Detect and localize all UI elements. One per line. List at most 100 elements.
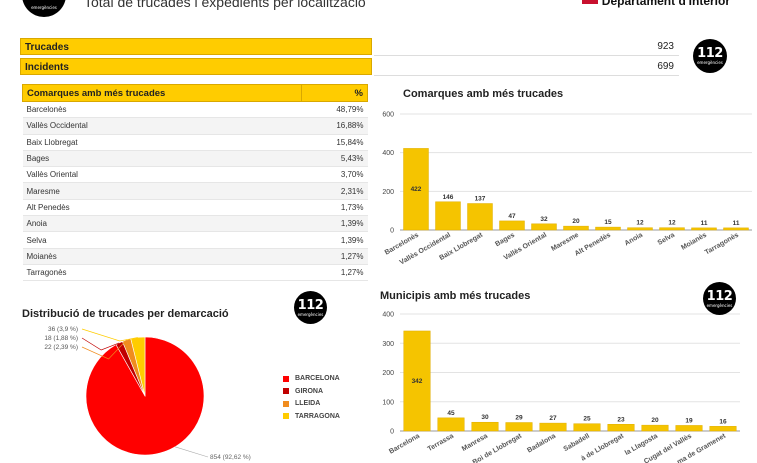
legend-swatch [283,400,289,407]
data-label: 16 [719,418,727,425]
table-row: Vallès Occidental 16,88% [22,117,368,135]
y-tick-label: 600 [382,112,394,119]
data-label: 47 [508,213,516,220]
x-tick-label: Alt Penedès [574,232,612,258]
bar [641,424,669,432]
comarques-table: Comarques amb més trucades % Barcelonès 4… [22,84,369,282]
page-title: Total de trucades i expedients per local… [84,0,366,10]
bar [467,203,493,231]
bar [539,422,567,432]
table-cell-percent: 1,39% [301,231,368,249]
y-tick-label: 300 [382,341,394,348]
table-row: Anoia 1,39% [22,215,368,233]
table-row: Alt Penedès 1,73% [22,199,368,217]
x-tick-label: Manresa [461,433,489,453]
table-cell-percent: 2,31% [301,182,368,200]
table-cell-comarca: Barcelonès [22,101,302,119]
summary-value-incidents: 699 [374,58,679,76]
y-tick-label: 200 [382,370,394,377]
table-cell-comarca: Tarragonès [22,264,302,282]
y-tick-label: 200 [382,189,394,196]
bar [403,148,429,231]
data-label: 19 [685,417,693,424]
legend-label: TARRAGONA [295,412,340,420]
table-header-percent: % [300,84,369,102]
data-label: 12 [668,220,676,227]
bar [595,226,621,231]
logo-112: emergències [22,0,66,17]
bar [627,227,653,231]
table-row: Moianès 1,27% [22,248,368,265]
logo-number: 112 [706,288,733,304]
logo-sub-text: emergències [31,5,57,10]
bar [659,227,685,231]
label-leader-line [174,446,209,458]
data-label: 146 [443,194,454,201]
data-label: 15 [604,219,612,226]
table-cell-comarca: Bages [22,150,302,168]
data-label: 20 [651,417,659,424]
legend-label: BARCELONA [295,375,340,382]
logo-number: 112 [697,46,723,61]
chart-comarques-title: Comarques amb més trucades [403,88,564,100]
label-leader-line [81,339,127,360]
table-cell-comarca: Alt Penedès [22,199,302,217]
legend-swatch [283,388,289,394]
y-tick-label: 400 [382,150,394,157]
logo-sub-text: emergències [706,302,733,308]
bar [563,225,589,231]
logo-sub-text: emergències [297,311,324,317]
table-row: Maresme 2,31% [22,182,368,200]
data-label: 137 [475,196,486,203]
x-tick-label: Selva [657,232,676,247]
x-tick-label: Tarragonès [704,232,740,257]
y-tick-label: 0 [390,228,394,235]
table-row: Selva 1,39% [22,231,368,249]
logo-112-municipis: 112 emergències [703,282,736,315]
legend-label: GIRONA [295,387,323,395]
data-label: 45 [447,410,455,417]
bar [607,424,635,432]
department-name: Departament d'Interior [601,0,730,8]
table-row: Bages 5,43% [22,150,368,168]
table-row: Vallès Oriental 3,70% [22,166,368,184]
table-cell-percent: 1,27% [301,248,368,265]
legend-swatch [283,375,289,382]
x-tick-label: Badalona [526,433,557,455]
chart-municipis: 0 100 200 300 400 342 Barcelona 45 Terrassa 30 Man… [382,312,740,463]
x-tick-label: Moianès [680,232,708,252]
x-tick-label: Terrassa [427,433,455,453]
legend-item: GIRONA [283,388,323,395]
x-tick-label: Bages [494,232,516,249]
table-cell-comarca: Moianès [22,248,302,265]
table-cell-comarca: Vallès Occidental [22,117,302,135]
data-label: 20 [572,218,580,225]
summary-label-trucades: Trucades [20,38,372,55]
legend-item: TARRAGONA [283,413,340,420]
table-row: Baix Llobregat 15,84% [22,134,368,151]
logo-number: 112 [297,297,324,313]
table-header-comarca: Comarques amb més trucades [22,84,302,102]
chart-pie-title: Distribució de trucades per demarcació [22,308,229,320]
bar [709,426,737,432]
legend-item: BARCELONA [283,375,340,382]
x-tick-label: Sabadell [563,433,591,453]
data-label: 11 [701,220,708,227]
generalitat-logo-icon [582,0,598,4]
data-label: 12 [636,220,644,227]
legend-label: LLEIDA [295,400,321,407]
table-header-row: Comarques amb més trucades % [22,84,369,102]
pie-value-label: 18 (1,88 %) [44,335,78,342]
x-tick-label: Anoia [624,232,644,248]
data-label: 30 [481,414,489,421]
data-label: 23 [617,416,625,423]
table-cell-percent: 5,43% [301,150,368,168]
logo-sub-text: emergències [697,60,723,65]
y-tick-label: 400 [382,312,394,319]
label-leader-line [81,328,138,342]
logo-112-summary: 112 emergències [693,39,727,73]
table-cell-percent: 1,27% [301,264,368,282]
chart-municipis-title: Municipis amb més trucades [380,290,531,302]
pie-slice [85,336,205,456]
